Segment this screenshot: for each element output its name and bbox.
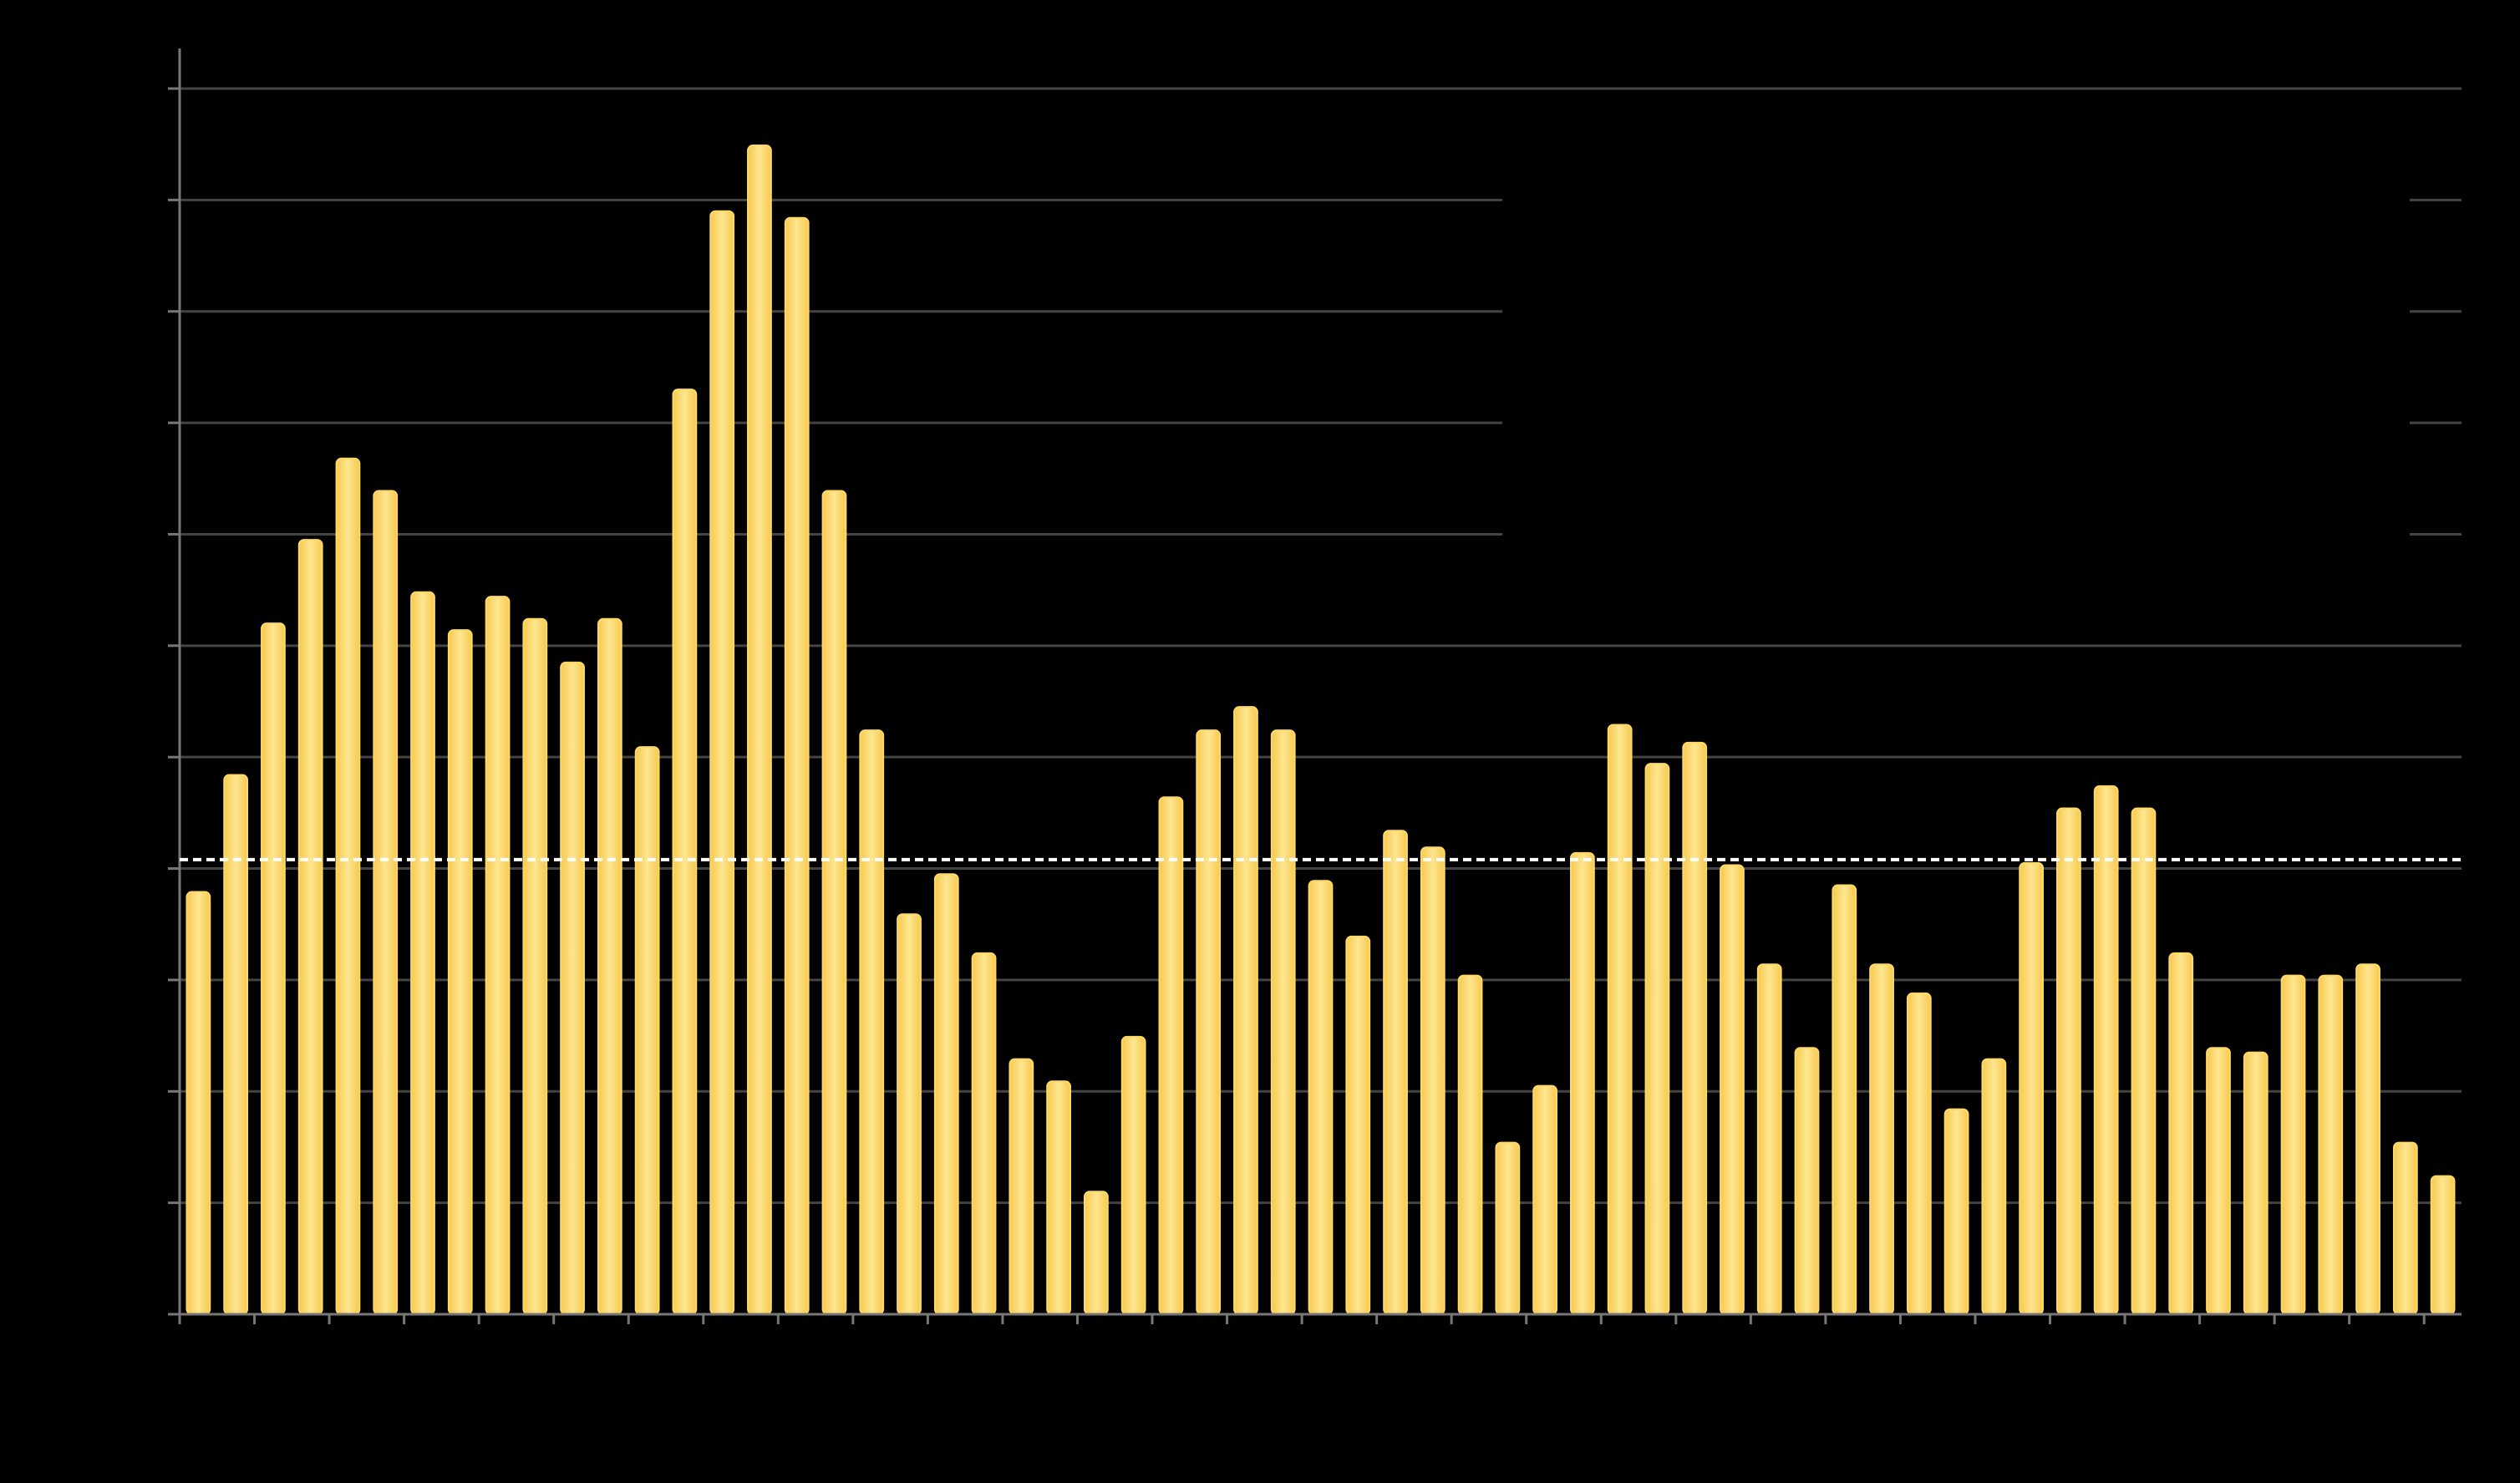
legend-box: [1502, 180, 2410, 547]
y-tick-label: 10: [132, 185, 160, 212]
bar: [1383, 830, 1408, 1315]
bar: [1981, 1058, 2007, 1316]
bar: [1083, 1191, 1109, 1316]
y-tick-label: 3: [145, 965, 160, 993]
bar: [1607, 724, 1633, 1315]
bar: [297, 539, 323, 1315]
bar: [2430, 1175, 2456, 1316]
bar: [1196, 729, 1222, 1315]
bar: [1570, 851, 1595, 1315]
bar: [597, 617, 622, 1315]
bar: [373, 490, 399, 1315]
bar: [859, 729, 885, 1315]
bar: [897, 913, 922, 1315]
x-ticks: [178, 1314, 2426, 1324]
bar: [821, 490, 847, 1315]
bar: [1345, 935, 1371, 1315]
bar: [2019, 861, 2045, 1316]
bar: [261, 622, 286, 1315]
bar: [1420, 846, 1445, 1315]
bar: [1120, 1035, 1146, 1315]
y-tick-label: 6: [145, 631, 160, 658]
bar: [2318, 974, 2344, 1316]
y-tick-label: 8: [145, 408, 160, 435]
bar: [223, 774, 249, 1315]
bar: [1457, 974, 1483, 1316]
bar: [2056, 807, 2081, 1315]
bar: [1158, 796, 1184, 1315]
bar: [1682, 741, 1708, 1315]
bar: [1756, 963, 1782, 1315]
bar: [410, 591, 435, 1315]
bar: [634, 746, 660, 1315]
bar: [1869, 963, 1894, 1315]
bar: [2206, 1047, 2231, 1315]
bar: [709, 210, 735, 1316]
bar: [672, 389, 698, 1316]
y-tick-label: 9: [145, 297, 160, 324]
bar: [447, 629, 473, 1315]
bar: [1644, 763, 1670, 1315]
y-tick-label: 11: [134, 74, 160, 101]
bar: [971, 952, 997, 1316]
bar: [1832, 884, 1857, 1316]
bar: [335, 457, 361, 1316]
y-tick-label: 4: [145, 853, 160, 881]
bar: [185, 891, 211, 1315]
bar: [1495, 1141, 1521, 1315]
y-tick-label: 1: [145, 1188, 160, 1216]
bar: [485, 596, 511, 1315]
bar: [2243, 1051, 2269, 1315]
bar: [2168, 952, 2194, 1316]
bar: [1308, 880, 1334, 1315]
y-tick-label: 0: [145, 1299, 160, 1327]
bar: [2355, 963, 2380, 1315]
bar: [747, 145, 772, 1315]
y-tick-label: 7: [145, 519, 160, 546]
bar: [560, 661, 585, 1315]
grid: 0 1 2 3 4 5 6 7 8 9 10 11: [132, 74, 2462, 1327]
bar: [522, 617, 548, 1315]
bar: [1532, 1084, 1558, 1315]
bar: [1046, 1080, 1071, 1316]
bar: [933, 873, 959, 1315]
y-tick-label: 5: [145, 742, 160, 769]
y-tick-label: 2: [145, 1076, 160, 1104]
bar: [1794, 1047, 1820, 1315]
bar: [1720, 864, 1745, 1315]
bars: [185, 145, 2456, 1316]
bar: [2392, 1141, 2418, 1315]
bar: [2131, 807, 2157, 1315]
bar: [784, 216, 810, 1316]
bar: [2280, 974, 2306, 1316]
bar: [1233, 706, 1258, 1315]
bar: [1943, 1108, 1969, 1316]
bar: [2093, 785, 2119, 1315]
bar: [1270, 729, 1296, 1315]
bar: [1009, 1058, 1034, 1316]
bar: [1906, 992, 1932, 1315]
